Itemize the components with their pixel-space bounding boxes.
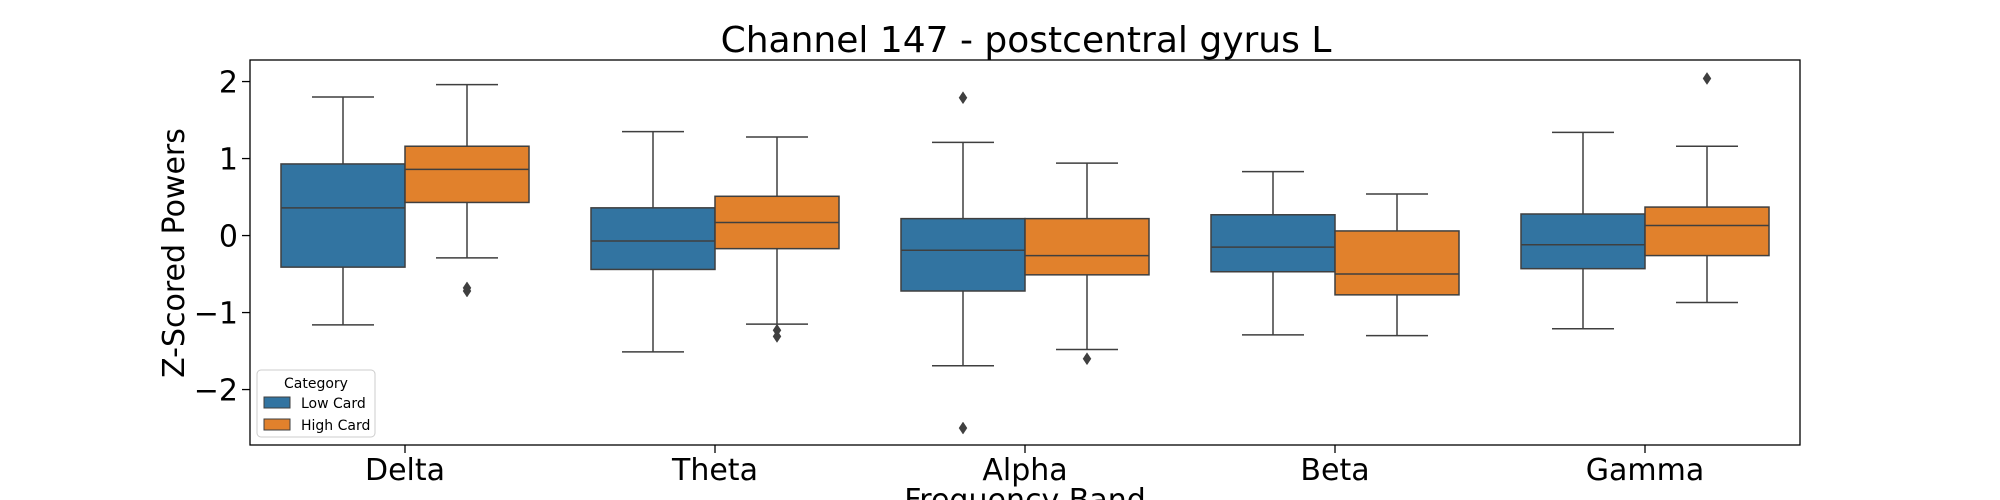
high-card-gamma-outlier <box>1702 72 1712 85</box>
legend-swatch-low-card <box>263 396 291 409</box>
y-tick-label: −2 <box>194 374 238 409</box>
legend-label-high-card: High Card <box>301 418 370 434</box>
low-card-theta-box <box>590 207 716 271</box>
high-card-alpha-box <box>1024 217 1150 276</box>
chart-title: Channel 147 - postcentral gyrus L <box>721 20 1332 61</box>
legend: Category Low Card High Card <box>256 369 376 438</box>
x-tick-label-theta: Theta <box>671 453 758 488</box>
low-card-alpha-outlier <box>958 91 968 105</box>
low-card-alpha-outlier <box>958 421 968 435</box>
high-card-delta-box <box>404 145 530 204</box>
x-tick-label-alpha: Alpha <box>982 453 1067 488</box>
high-card-delta-outlier <box>462 284 472 298</box>
plot-area: −2 −1 0 1 2 Delta Theta Alpha Beta Gamma <box>194 66 1770 488</box>
y-axis-label: Z-Scored Powers <box>157 128 192 378</box>
x-tick-label-beta: Beta <box>1300 453 1369 488</box>
high-card-beta-box <box>1334 230 1460 296</box>
legend-label-low-card: Low Card <box>301 396 366 412</box>
legend-title: Category <box>284 376 348 392</box>
low-card-alpha-box <box>900 217 1026 292</box>
y-tick-label: 0 <box>219 220 238 255</box>
low-card-beta-box <box>1210 214 1336 273</box>
x-tick-label-delta: Delta <box>365 453 445 488</box>
y-tick-label: 2 <box>219 66 238 101</box>
y-tick-label: −1 <box>194 297 238 332</box>
legend-swatch-high-card <box>263 418 291 431</box>
plot-frame <box>249 59 1801 446</box>
x-tick-label-gamma: Gamma <box>1586 453 1704 488</box>
low-card-delta-box <box>280 163 406 268</box>
high-card-theta-outlier <box>772 329 782 343</box>
high-card-alpha-outlier <box>1082 352 1092 366</box>
high-card-gamma-box <box>1644 206 1770 257</box>
low-card-gamma-box <box>1520 213 1646 270</box>
y-tick-label: 1 <box>219 143 238 178</box>
x-axis-label: Frequency Band <box>904 483 1146 500</box>
